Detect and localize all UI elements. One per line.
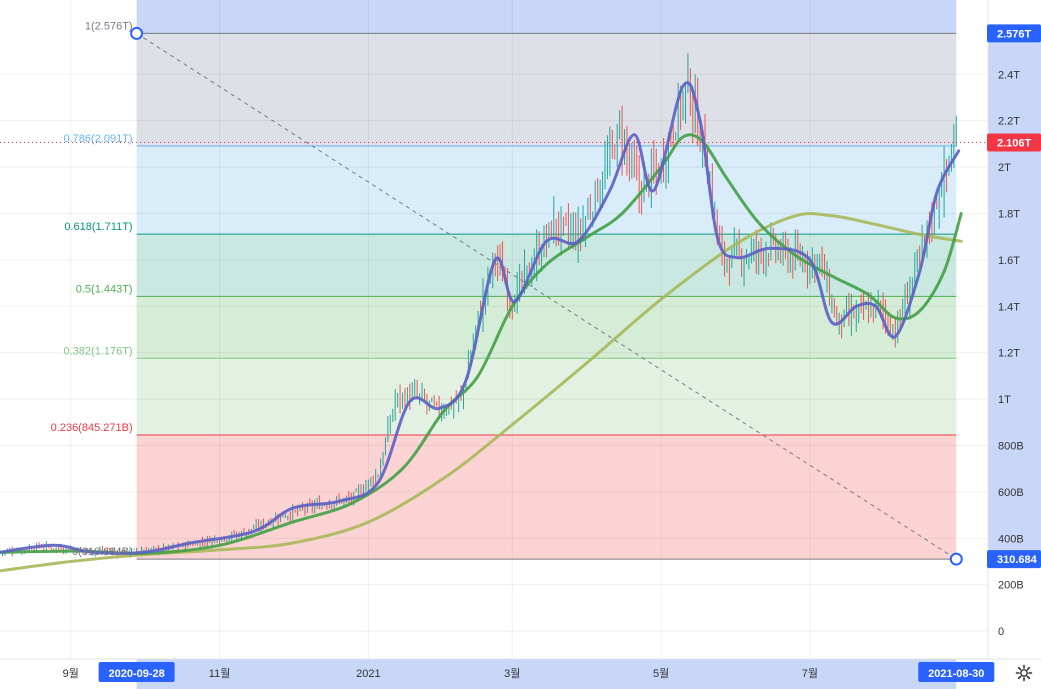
price-badges: 2.576T 2.106T 310.684 2020-09-28 2021-08-30 — [98, 24, 1041, 682]
trendline-start-handle[interactable] — [130, 26, 144, 40]
fib-level-label: 0(310.684B) — [72, 546, 133, 558]
grid — [0, 0, 988, 659]
fib-band — [136, 145, 957, 235]
price-axis-tick-label: 800B — [998, 441, 1024, 453]
time-badge — [98, 662, 175, 682]
moving-average-line — [0, 81, 961, 555]
price-axis-tick-label: 600B — [998, 487, 1024, 499]
moving-averages — [0, 81, 963, 573]
price-badge — [987, 550, 1041, 569]
fib-level-label: 1(2.576T) — [85, 20, 133, 32]
price-axis-tick-label: 1.6T — [998, 255, 1020, 267]
price-axis-tick-label: 1T — [998, 394, 1011, 406]
time-axis-tick-label: 9월 — [63, 667, 79, 680]
moving-average-line — [0, 133, 963, 556]
price-badge-label: 2.106T — [997, 137, 1032, 149]
time-badge-label: 2020-09-28 — [108, 668, 164, 680]
settings-button[interactable] — [1010, 660, 1038, 686]
time-axis-tick-label: 2021 — [356, 668, 380, 680]
fib-labels: 1(2.576T) 0.786(2.091T) 0.618(1.711T) 0.5(1… — [51, 20, 133, 558]
fib-level-label: 0.786(2.091T) — [64, 133, 133, 145]
fib-band — [136, 435, 957, 560]
time-badge — [918, 662, 995, 682]
price-axis: 0 200B 400B 600B 800B 1T 1.2T 1.4T 1.6T 1.8T 2T 2.2… — [987, 0, 1041, 659]
time-axis-highlight — [136, 659, 957, 689]
time-axis-tick-label: 5월 — [653, 667, 669, 680]
fib-bands — [136, 0, 957, 560]
price-badge — [987, 133, 1041, 152]
time-axis-tick-label: 11월 — [209, 667, 231, 680]
trendline-handles — [130, 26, 963, 566]
price-badge-label: 2.576T — [997, 28, 1032, 40]
fib-trendline — [136, 32, 957, 560]
fib-lines — [136, 32, 957, 560]
price-axis-tick-label: 400B — [998, 533, 1024, 545]
fib-trendline — [136, 32, 957, 560]
fib-band — [136, 33, 957, 146]
fib-band-extension — [136, 0, 957, 34]
gear-icon — [1015, 664, 1033, 682]
price-axis-tick-label: 2.2T — [998, 116, 1020, 128]
price-axis-tick-label: 1.8T — [998, 208, 1020, 220]
price-axis-tick-label: 1.4T — [998, 301, 1020, 313]
time-badge-label: 2021-08-30 — [928, 668, 984, 680]
fib-level-label: 0.618(1.711T) — [64, 221, 132, 233]
fib-level-label: 0.236(845.271B) — [51, 422, 133, 434]
price-axis-highlight — [988, 33, 1041, 560]
fib-band — [136, 296, 957, 359]
trendline-end-handle[interactable] — [949, 552, 963, 566]
time-axis-tick-label: 3월 — [504, 667, 520, 680]
price-badge-label: 310.684 — [997, 554, 1038, 566]
price-axis-tick-label: 200B — [998, 580, 1024, 592]
price-axis-tick-label: 1.2T — [998, 348, 1020, 360]
price-axis-tick-label: 0 — [998, 626, 1004, 638]
price-axis-tick-label: 2T — [998, 162, 1011, 174]
price-badge — [987, 24, 1041, 43]
time-axis-tick-label: 7월 — [802, 667, 818, 680]
fib-level-label: 0.5(1.443T) — [76, 283, 133, 295]
price-axis-tick-label: 2.4T — [998, 69, 1020, 81]
fib-level-label: 0.382(1.176T) — [64, 345, 133, 357]
